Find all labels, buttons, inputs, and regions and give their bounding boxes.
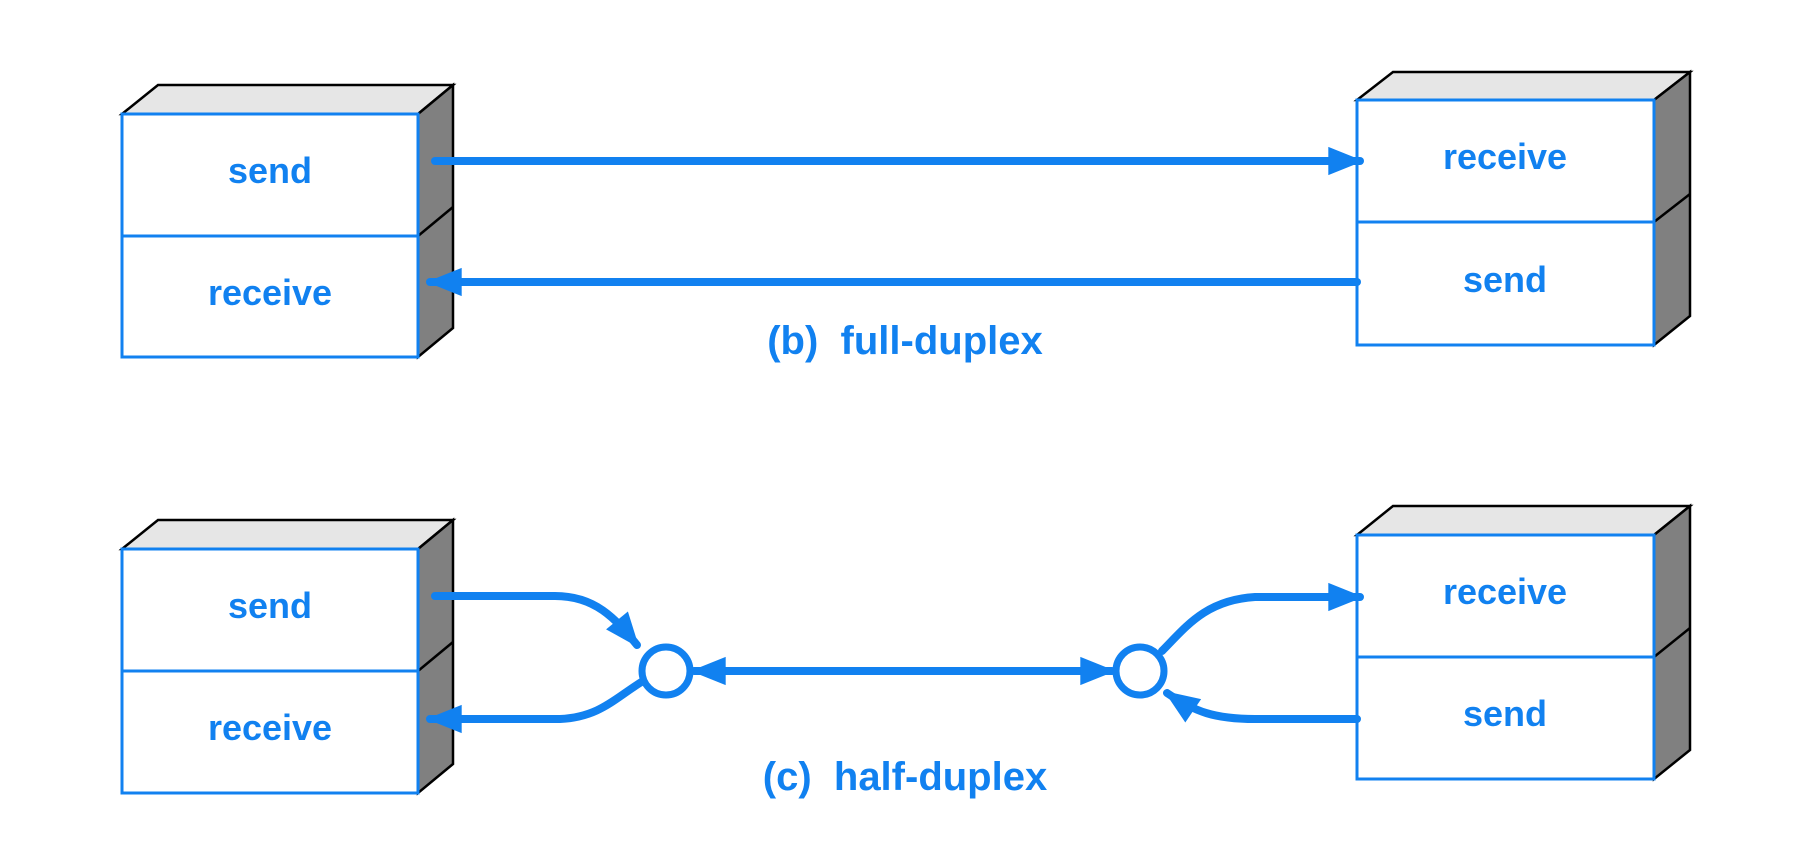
station-top-face <box>118 83 457 116</box>
right-switch-node <box>1112 643 1168 699</box>
receive-label: receive <box>1443 571 1567 612</box>
receive-panel <box>120 669 420 795</box>
receive-label: receive <box>1443 136 1567 177</box>
right-send-to-switch-arrow <box>1163 689 1361 723</box>
right-station-half-duplex: receive send <box>1353 503 1694 782</box>
receive-label: receive <box>208 272 332 313</box>
left-switch-to-receive-arrow <box>426 677 647 734</box>
half-duplex-caption: (c) half-duplex <box>763 755 1047 799</box>
send-panel <box>120 547 420 673</box>
receive-panel <box>120 234 420 359</box>
station-top-face <box>1353 70 1694 102</box>
left-send-to-switch-arrow <box>431 592 641 649</box>
right-switch-to-receive-arrow <box>1158 582 1364 655</box>
right-station-full-duplex: receive send <box>1353 69 1694 348</box>
receive-label: receive <box>208 707 332 748</box>
station-top-face <box>118 518 457 551</box>
station-top-face <box>1353 504 1694 537</box>
send-panel <box>120 112 420 238</box>
send-panel <box>1355 220 1656 347</box>
send-label: send <box>228 150 312 191</box>
full-duplex-diagram: send receive receive send (b) full-duple… <box>118 69 1694 363</box>
send-label: send <box>228 585 312 626</box>
send-panel <box>1355 655 1656 781</box>
left-switch-node <box>638 643 694 699</box>
send-label: send <box>1463 259 1547 300</box>
left-station-full-duplex: send receive <box>118 82 457 360</box>
send-label: send <box>1463 693 1547 734</box>
left-station-half-duplex: send receive <box>118 517 457 796</box>
full-duplex-caption: (b) full-duplex <box>767 319 1043 363</box>
half-duplex-diagram: send receive receive send (c) half-duple… <box>118 503 1694 799</box>
